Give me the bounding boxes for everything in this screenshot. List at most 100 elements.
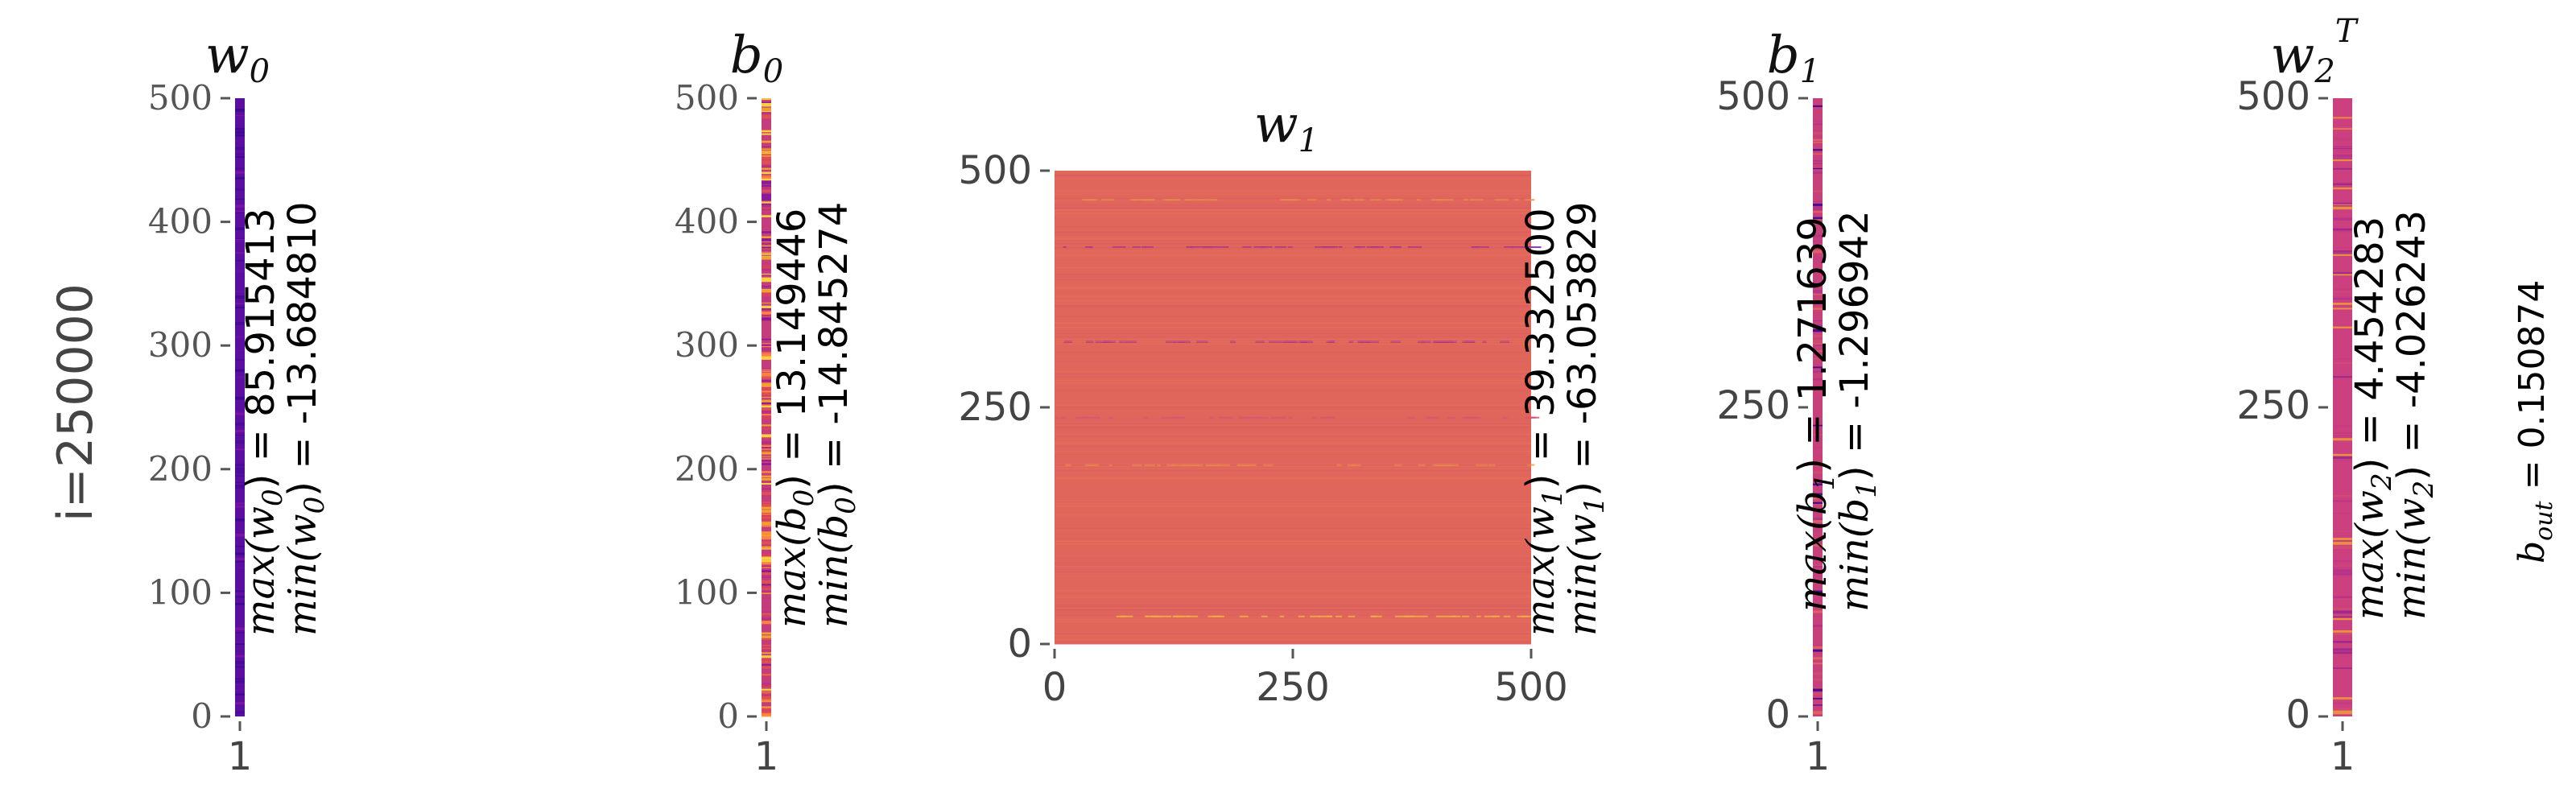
x-tick-label: 500 [1494, 665, 1568, 710]
strip-cell [762, 133, 771, 135]
panel-b0-stat-max: max(b0) = 13.149446 [770, 208, 820, 628]
strip-cell [235, 128, 245, 130]
strip-cell [762, 655, 771, 658]
strip-cell [235, 475, 245, 477]
heatmap-row [1055, 360, 1531, 361]
strip-cell [762, 167, 771, 170]
y-tick-label: 0 [717, 696, 739, 736]
strip-cell [235, 322, 245, 326]
strip-cell [1813, 564, 1823, 567]
strip-cell [1813, 123, 1823, 126]
strip-cell [762, 413, 771, 416]
panel-w2T-title: w2T [2271, 13, 2359, 90]
strip-cell [1813, 350, 1823, 353]
strip-cell [762, 514, 771, 516]
strip-cell [235, 270, 245, 272]
heatmap-cell [1253, 416, 1269, 419]
strip-cell [235, 429, 245, 433]
heatmap-row [1055, 571, 1531, 572]
strip-cell [762, 338, 771, 341]
heatmap-cell [1514, 199, 1519, 201]
heatmap-cell [1059, 416, 1066, 419]
strip-cell [1813, 167, 1823, 170]
heatmap-cell [1209, 416, 1214, 419]
strip-cell [235, 552, 245, 555]
panel-w0-strip [235, 98, 245, 716]
heatmap-row [1055, 303, 1531, 305]
heatmap-row [1055, 304, 1531, 306]
strip-cell [762, 100, 771, 105]
strip-cell [762, 436, 771, 439]
strip-cell [1813, 557, 1823, 559]
heatmap-cell [1162, 615, 1172, 617]
heatmap-row [1055, 445, 1531, 447]
heatmap-row [1055, 605, 1531, 607]
strip-cell [2333, 357, 2352, 361]
strip-cell [1813, 500, 1823, 503]
strip-cell [762, 658, 771, 662]
strip-cell [762, 548, 771, 550]
strip-cell [2333, 712, 2352, 715]
heatmap-cell [1283, 199, 1296, 201]
heatmap-row [1055, 564, 1531, 566]
strip-cell [762, 286, 771, 287]
panel-w0-stat-max: max(w0) = 85.915413 [238, 208, 289, 636]
strip-cell [762, 546, 771, 548]
heatmap-row [1055, 566, 1531, 568]
heatmap-row [1055, 424, 1531, 426]
strip-cell [762, 292, 771, 296]
strip-cell [2333, 549, 2352, 551]
strip-cell [1813, 558, 1823, 560]
strip-cell [762, 475, 771, 478]
strip-cell [762, 353, 771, 356]
strip-cell [235, 505, 245, 508]
strip-cell [1813, 217, 1823, 220]
strip-cell [235, 204, 245, 208]
heatmap-row [1055, 409, 1531, 411]
strip-cell [762, 564, 771, 566]
heatmap-cell [1310, 615, 1321, 617]
strip-cell [235, 711, 245, 714]
heatmap-cell [1435, 615, 1447, 617]
heatmap-cell [1465, 416, 1473, 419]
heatmap-row [1055, 323, 1531, 324]
heatmap-row [1055, 327, 1531, 328]
x-tick-label: 0 [1042, 665, 1067, 710]
heatmap-cell [1132, 199, 1147, 201]
strip-cell [762, 314, 771, 316]
strip-cell [762, 215, 771, 217]
heatmap-cell [1426, 416, 1437, 419]
strip-cell [1813, 190, 1823, 192]
strip-cell [2333, 667, 2352, 669]
heatmap-row [1055, 175, 1531, 176]
strip-cell [2333, 710, 2352, 714]
strip-cell [2333, 630, 2352, 634]
y-tick-label: 300 [675, 325, 739, 365]
strip-cell [1813, 698, 1823, 700]
y-tick-label: 100 [148, 572, 213, 612]
strip-cell [762, 424, 771, 427]
strip-cell [762, 471, 771, 473]
strip-cell [1813, 348, 1823, 349]
strip-cell [762, 231, 771, 233]
strip-cell [235, 369, 245, 372]
strip-cell [762, 405, 771, 408]
panel-w2T-stats: max(w2) = 4.454283 min(w2) = -4.026243 [2347, 210, 2440, 620]
heatmap-row [1055, 609, 1531, 611]
heatmap-row [1055, 238, 1531, 240]
heatmap-row [1055, 456, 1531, 458]
heatmap-row [1055, 632, 1531, 634]
strip-cell [762, 204, 771, 208]
panel-b1-yaxis: 0 250 500 [1716, 74, 1808, 737]
heatmap-row [1055, 423, 1531, 425]
heatmap-row [1055, 543, 1531, 544]
heatmap-row [1055, 207, 1531, 208]
strip-cell [1813, 566, 1823, 568]
heatmap-row [1055, 502, 1531, 504]
y-tick-label: 100 [675, 572, 739, 612]
strip-cell [762, 410, 771, 415]
heatmap-row [1055, 427, 1531, 428]
strip-cell [2333, 616, 2352, 618]
strip-cell [235, 602, 245, 605]
heatmap-row [1055, 382, 1531, 384]
